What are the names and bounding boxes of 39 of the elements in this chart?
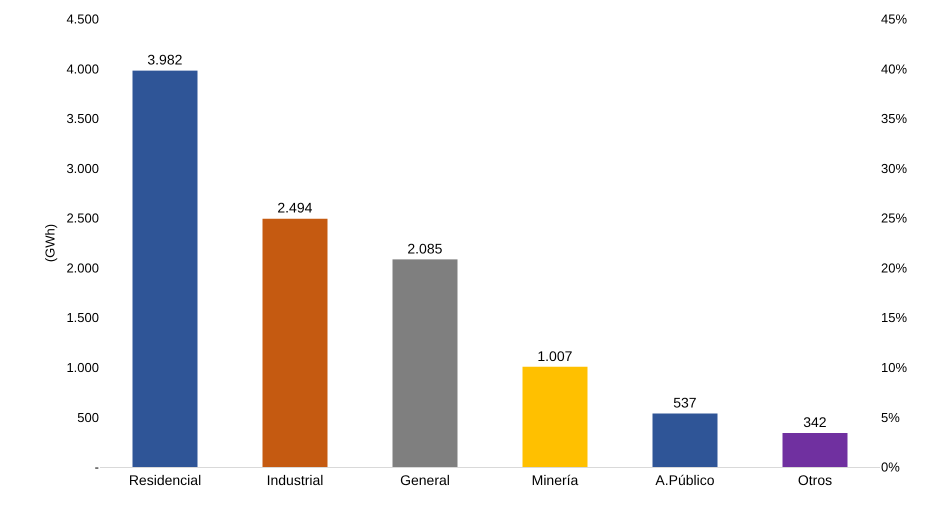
y2-tick-label: 40% xyxy=(881,61,908,76)
y-tick-label: 1.000 xyxy=(66,360,99,375)
y2-tick-label: 25% xyxy=(881,210,908,226)
bar xyxy=(132,70,198,467)
x-tick-label: Industrial xyxy=(266,472,324,488)
x-tick-label: A.Público xyxy=(655,472,715,488)
data-label: 2.085 xyxy=(407,240,443,256)
bar xyxy=(652,414,718,467)
y2-tick-label: 0% xyxy=(881,460,900,475)
y-tick-label: - xyxy=(94,460,99,475)
y-tick-label: 500 xyxy=(77,410,99,425)
bar xyxy=(262,218,328,467)
y2-tick-label: 5% xyxy=(881,410,900,425)
y-tick-label: 1.500 xyxy=(66,310,99,326)
bar xyxy=(522,366,588,467)
y-tick-label: 3.500 xyxy=(66,111,99,126)
x-tick-label: Otros xyxy=(798,472,832,488)
data-label: 537 xyxy=(673,394,697,411)
y-tick-label: 4.000 xyxy=(66,61,99,76)
bar xyxy=(392,259,458,467)
y2-tick-label: 20% xyxy=(881,260,908,276)
x-tick-label: Minería xyxy=(532,472,579,488)
y2-tick-label: 10% xyxy=(881,360,908,375)
y-tick-label: 3.000 xyxy=(66,160,99,176)
y2-tick-label: 30% xyxy=(881,160,908,176)
data-label: 1.007 xyxy=(537,348,573,364)
y-tick-label: 2.500 xyxy=(66,210,99,226)
y-tick-label: 2.000 xyxy=(66,260,99,276)
y2-tick-label: 45% xyxy=(881,12,908,27)
data-label: 3.982 xyxy=(147,52,183,68)
y2-tick-label: 15% xyxy=(881,310,908,326)
y-axis-title: (GWh) xyxy=(42,224,58,262)
x-tick-label: General xyxy=(400,472,450,488)
y2-tick-label: 35% xyxy=(881,111,908,126)
x-tick-label: Residencial xyxy=(128,472,202,488)
data-label: 2.494 xyxy=(277,200,313,216)
data-label: 342 xyxy=(803,414,827,430)
y-tick-label: 4.500 xyxy=(66,12,99,27)
bar xyxy=(782,432,848,467)
